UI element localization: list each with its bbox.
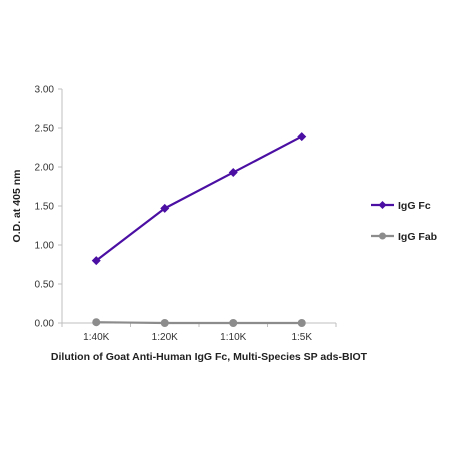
- data-point-igg-fc: [297, 132, 307, 142]
- x-tick-label: 1:10K: [220, 332, 246, 343]
- legend: IgG Fc IgG Fab: [371, 200, 437, 243]
- x-axis-label: Dilution of Goat Anti-Human IgG Fc, Mult…: [51, 351, 368, 363]
- legend-item-igg-fc: IgG Fc: [371, 200, 431, 212]
- legend-label: IgG Fab: [398, 231, 437, 243]
- series-group: [91, 132, 307, 327]
- series-igg-fc: [91, 132, 307, 266]
- legend-item-igg-fab: IgG Fab: [371, 231, 437, 243]
- legend-label: IgG Fc: [398, 200, 431, 212]
- series-igg-fab: [92, 318, 306, 327]
- x-axis: 1:40K 1:20K 1:10K 1:5K: [61, 322, 337, 343]
- series-line-igg-fab: [96, 321, 302, 325]
- x-tick-label: 1:5K: [291, 332, 312, 343]
- data-point-igg-fc: [160, 203, 170, 213]
- y-tick-label: 1.50: [35, 202, 55, 213]
- data-point-igg-fc: [228, 167, 238, 177]
- y-tick-label: 1.00: [35, 241, 55, 252]
- y-axis-label: O.D. at 405 nm: [11, 170, 23, 243]
- y-tick-label: 0.50: [35, 280, 55, 291]
- x-tick-label: 1:20K: [152, 332, 178, 343]
- data-point-igg-fab: [297, 319, 306, 327]
- y-tick-label: 2.50: [35, 124, 55, 135]
- legend-swatch-marker: [379, 232, 386, 240]
- series-line-igg-fc: [95, 135, 303, 262]
- data-point-igg-fab: [160, 319, 169, 327]
- data-point-igg-fc: [91, 256, 101, 266]
- y-axis: 0.00 0.50 1.00 1.50 2.00 2.50 3.00: [35, 85, 63, 330]
- data-point-igg-fab: [229, 319, 238, 327]
- x-tick-label: 1:40K: [83, 332, 109, 343]
- y-tick-label: 3.00: [35, 85, 55, 96]
- data-point-igg-fab: [92, 318, 101, 327]
- y-tick-label: 0.00: [35, 319, 55, 330]
- legend-swatch-marker: [378, 201, 387, 209]
- y-tick-label: 2.00: [35, 163, 55, 174]
